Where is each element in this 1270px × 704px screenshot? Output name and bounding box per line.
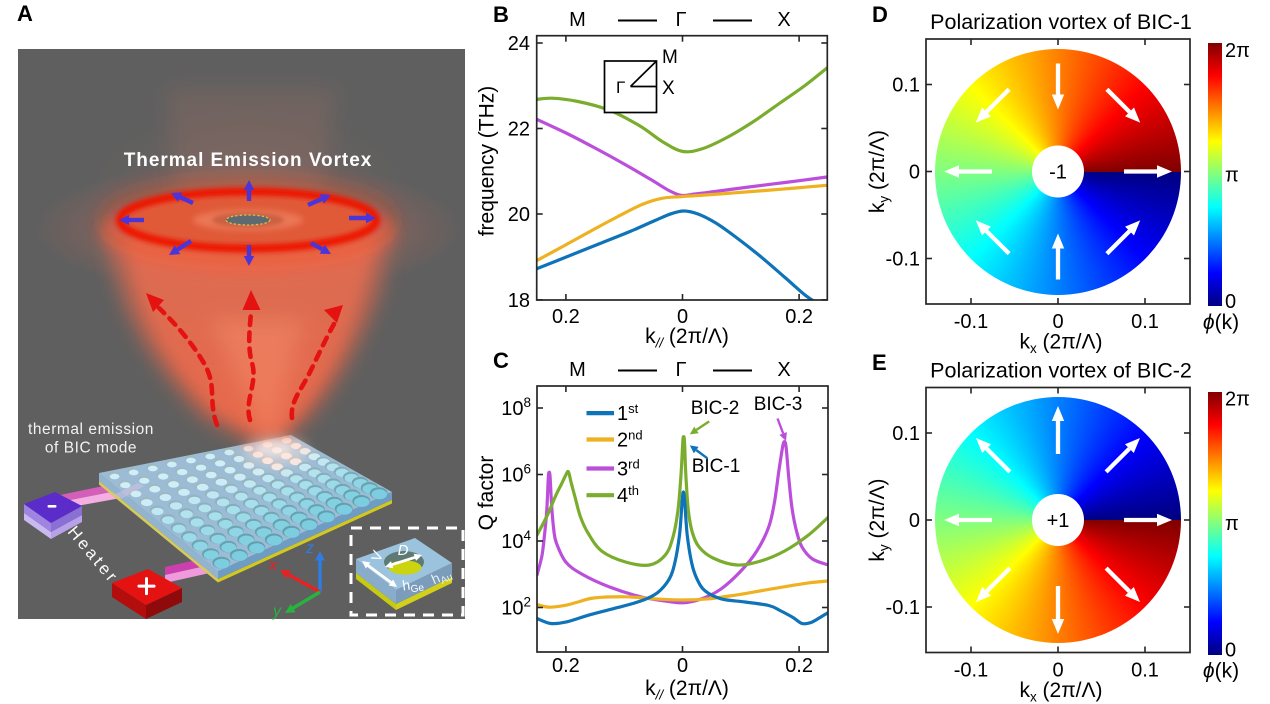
svg-text:22: 22 [508, 119, 530, 141]
svg-text:0: 0 [909, 162, 920, 184]
svg-text:of BIC mode: of BIC mode [45, 440, 137, 457]
svg-text:E: E [872, 350, 887, 375]
svg-text:ky (2π/Λ): ky (2π/Λ) [866, 478, 892, 561]
svg-text:24: 24 [508, 33, 530, 55]
svg-text:20: 20 [508, 204, 530, 226]
svg-text:2π: 2π [1225, 389, 1250, 411]
svg-text:A: A [17, 1, 33, 26]
svg-text:kx (2π/Λ): kx (2π/Λ) [1019, 331, 1102, 357]
svg-text:BIC-2: BIC-2 [691, 398, 740, 419]
svg-text:0.1: 0.1 [892, 75, 920, 97]
svg-text:2π: 2π [1225, 40, 1250, 62]
svg-text:M: M [569, 9, 586, 31]
svg-text:-0.1: -0.1 [954, 311, 988, 333]
svg-text:B: B [493, 2, 509, 27]
svg-text:D: D [872, 2, 888, 27]
svg-text:M: M [569, 359, 586, 381]
svg-text:-0.1: -0.1 [886, 249, 920, 271]
svg-text:y: y [272, 603, 282, 620]
svg-text:3rd: 3rd [617, 457, 640, 481]
svg-text:X: X [662, 78, 675, 99]
svg-text:C: C [493, 348, 509, 373]
svg-text:0: 0 [677, 306, 688, 328]
svg-text:2nd: 2nd [617, 428, 643, 452]
svg-text:k// (2π/Λ): k// (2π/Λ) [645, 325, 729, 351]
svg-text:104: 104 [501, 528, 531, 553]
svg-text:frequency (THz): frequency (THz) [476, 86, 499, 237]
svg-text:k// (2π/Λ): k// (2π/Λ) [645, 677, 729, 703]
svg-text:M: M [662, 47, 678, 68]
svg-text:4th: 4th [617, 483, 639, 507]
svg-text:BIC-3: BIC-3 [754, 394, 803, 415]
svg-text:0: 0 [1052, 311, 1063, 333]
svg-text:+1: +1 [1047, 510, 1070, 532]
svg-text:0: 0 [909, 510, 920, 532]
svg-text:18: 18 [508, 290, 530, 312]
svg-text:kx (2π/Λ): kx (2π/Λ) [1019, 679, 1102, 704]
svg-text:Γ: Γ [675, 359, 686, 381]
svg-text:0.2: 0.2 [785, 306, 813, 328]
svg-text:102: 102 [501, 595, 531, 620]
svg-text:-0.1: -0.1 [886, 597, 920, 619]
svg-text:Polarization vortex of BIC-2: Polarization vortex of BIC-2 [930, 359, 1192, 383]
svg-text:D: D [398, 542, 409, 559]
svg-text:108: 108 [501, 395, 531, 420]
svg-text:X: X [777, 9, 790, 31]
svg-text:x: x [268, 557, 278, 574]
svg-text:0.1: 0.1 [1131, 660, 1159, 682]
svg-text:0: 0 [1225, 291, 1236, 313]
svg-text:0.1: 0.1 [892, 423, 920, 445]
svg-text:BIC-1: BIC-1 [692, 456, 741, 477]
svg-text:0.2: 0.2 [785, 655, 813, 677]
svg-text:0.1: 0.1 [1131, 311, 1159, 333]
svg-text:Γ: Γ [675, 9, 686, 31]
svg-text:ϕ(k): ϕ(k) [1203, 660, 1239, 683]
svg-text:0.2: 0.2 [552, 655, 580, 677]
svg-text:106: 106 [501, 462, 531, 487]
svg-text:ϕ(k): ϕ(k) [1203, 311, 1239, 334]
svg-text:1st: 1st [617, 401, 639, 425]
svg-text:0.2: 0.2 [552, 306, 580, 328]
svg-text:X: X [777, 359, 790, 381]
svg-text:z: z [305, 540, 314, 557]
svg-text:ky (2π/Λ): ky (2π/Λ) [866, 130, 892, 213]
svg-text:Γ: Γ [616, 78, 625, 97]
svg-text:0: 0 [1052, 660, 1063, 682]
svg-text:Q factor: Q factor [475, 456, 498, 531]
svg-text:0: 0 [1225, 640, 1236, 662]
svg-text:-0.1: -0.1 [954, 660, 988, 682]
svg-text:-1: -1 [1049, 162, 1067, 184]
svg-text:Thermal Emission Vortex: Thermal Emission Vortex [124, 150, 373, 171]
svg-text:thermal emission: thermal emission [28, 421, 154, 438]
svg-text:π: π [1225, 165, 1239, 187]
svg-text:Λ: Λ [367, 548, 385, 562]
svg-text:Polarization vortex of BIC-1: Polarization vortex of BIC-1 [930, 10, 1192, 34]
svg-text:0: 0 [677, 655, 688, 677]
svg-text:π: π [1225, 513, 1239, 535]
